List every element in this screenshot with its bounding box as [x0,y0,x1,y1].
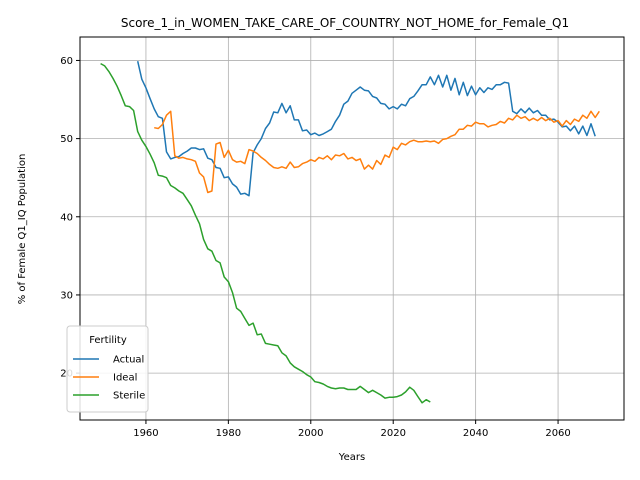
legend: Fertility Actual Ideal Sterile [66,325,149,413]
x-axis: 1960 1980 2000 2020 2040 2060 [133,420,571,439]
x-tick-label: 2060 [545,428,570,439]
x-tick-label: 2020 [380,428,405,439]
series-line-sterile [100,62,431,404]
legend-label-sterile: Sterile [113,391,145,402]
series-line-ideal [154,110,600,194]
y-tick-label: 60 [60,56,73,67]
x-tick-label: 1960 [133,428,158,439]
x-tick-label: 2040 [463,428,488,439]
legend-label-ideal: Ideal [113,373,137,384]
y-axis-label: % of Female Q1_IQ Population [17,154,28,305]
legend-title: Fertility [89,335,127,346]
plot-frame [79,36,625,421]
y-tick-label: 50 [60,134,73,145]
y-tick-label: 30 [60,290,73,301]
x-tick-label: 2000 [298,428,323,439]
y-tick-label: 40 [60,212,73,223]
grid-lines [80,37,624,420]
legend-label-actual: Actual [113,355,144,366]
chart-title: Score_1_in_WOMEN_TAKE_CARE_OF_COUNTRY_NO… [121,16,569,30]
series-layer [100,61,600,404]
x-axis-label: Years [338,452,365,463]
legend-box [66,325,149,413]
series-line-actual [136,61,596,197]
x-tick-label: 1980 [216,428,241,439]
